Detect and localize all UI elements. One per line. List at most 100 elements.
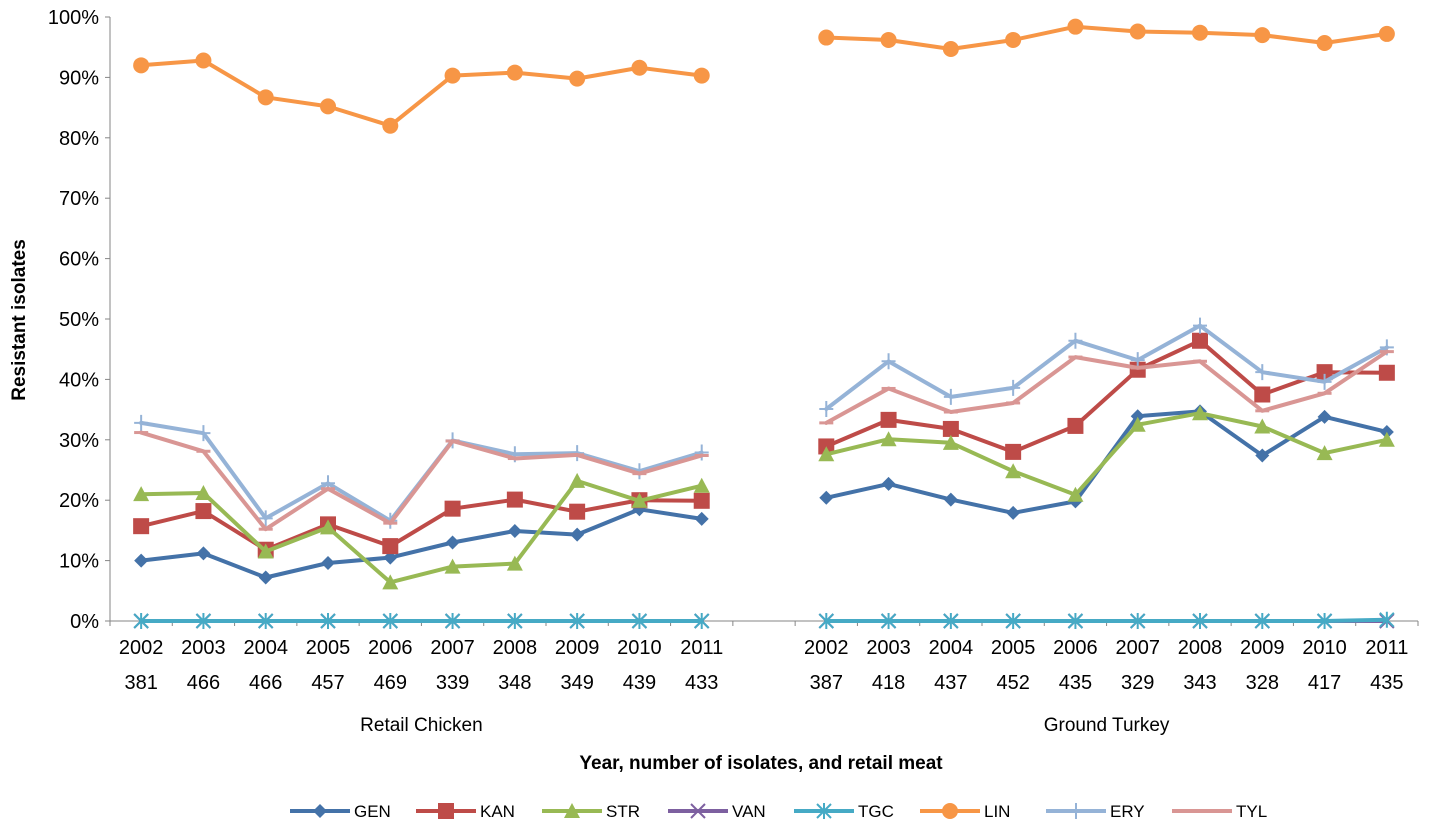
data-point-str (382, 574, 399, 590)
data-point-lin (1254, 27, 1271, 44)
data-point-gen (445, 535, 460, 550)
data-point-tgc (195, 613, 212, 629)
y-tick-label: 40% (59, 369, 99, 391)
series-tyl (134, 349, 1394, 532)
y-tick-label: 10% (59, 551, 99, 573)
x-tick-label-year: 2002 (804, 637, 849, 659)
data-point-str (320, 519, 336, 535)
series-lin (133, 18, 1395, 134)
data-point-kan (1005, 443, 1022, 460)
data-point-str (693, 477, 710, 493)
group-label: Ground Turkey (1044, 715, 1170, 736)
data-point-gen (1130, 409, 1145, 424)
data-point-ery (694, 444, 709, 461)
data-point-tgc (694, 613, 710, 629)
data-point-gen (321, 556, 335, 571)
data-point-gen (1006, 505, 1021, 520)
data-point-gen (819, 490, 834, 505)
legend: GEN KAN STR VAN TGC LIN ERY TYL (290, 802, 1267, 821)
x-tick-label-count: 349 (560, 672, 593, 694)
legend-item-ery: ERY (1046, 802, 1145, 821)
y-tick-label: 50% (59, 309, 99, 331)
data-point-lin (818, 29, 835, 46)
series-line-lin (139, 58, 704, 128)
legend-swatch-marker (438, 803, 454, 819)
x-tick-label-year: 2011 (680, 637, 723, 659)
data-point-str (257, 543, 274, 559)
data-point-tgc (818, 613, 834, 629)
data-point-str (1254, 418, 1271, 434)
x-tick-label-count: 328 (1246, 672, 1279, 694)
data-point-ery (819, 400, 834, 417)
x-tick-label-count: 418 (872, 672, 905, 694)
x-tick-label-count: 466 (249, 672, 282, 694)
data-point-lin (880, 31, 897, 48)
y-tick-label: 90% (59, 67, 99, 89)
series-line-tgc (824, 617, 1389, 623)
data-point-gen (1255, 448, 1270, 463)
x-tick-labels: 2002 381 2003 466 2004 466 2005 457 2006 469 2007 3… (119, 637, 1408, 736)
legend-label: VAN (732, 802, 766, 821)
series-tgc (133, 611, 1395, 629)
x-tick-label-count: 469 (374, 672, 407, 694)
data-point-tgc (1005, 613, 1021, 629)
x-tick-label-count: 433 (685, 672, 718, 694)
data-point-str (1192, 405, 1208, 421)
data-point-ery (1006, 379, 1021, 396)
series-line-str (824, 411, 1389, 497)
data-point-tgc (258, 613, 274, 629)
data-point-kan (1254, 386, 1271, 403)
data-point-tgc (1130, 613, 1146, 629)
x-tick-label-count: 329 (1121, 672, 1154, 694)
data-point-lin (320, 98, 336, 115)
data-point-ery (1130, 352, 1145, 369)
x-tick-label-count: 387 (810, 672, 843, 694)
data-point-ery (1317, 373, 1332, 390)
data-point-lin (133, 57, 150, 74)
x-tick-label-count: 437 (934, 672, 967, 694)
data-point-str (133, 486, 150, 502)
x-tick-label-count: 348 (498, 672, 531, 694)
x-tick-label-year: 2004 (243, 637, 288, 659)
data-point-lin (1067, 18, 1084, 35)
data-point-kan (569, 503, 586, 520)
series-line-str (139, 478, 704, 585)
series-ery (134, 317, 1394, 529)
x-tick-label-year: 2010 (617, 637, 662, 659)
series-line-kan (139, 497, 704, 552)
series-layer (133, 18, 1395, 629)
legend-swatch-marker (942, 803, 958, 819)
data-point-gen (570, 527, 585, 542)
data-point-tgc (444, 613, 461, 629)
data-point-str (1129, 416, 1146, 432)
x-tick-label-count: 435 (1059, 672, 1092, 694)
data-point-str (1005, 463, 1022, 479)
x-tick-label-count: 452 (996, 672, 1029, 694)
y-axis-title: Resistant isolates (9, 239, 30, 401)
data-point-str (569, 472, 586, 488)
data-point-str (631, 492, 648, 508)
data-point-kan (1316, 364, 1333, 381)
data-point-lin (382, 117, 399, 134)
x-axis-title: Year, number of isolates, and retail mea… (579, 753, 943, 774)
data-point-gen (258, 570, 273, 585)
series-line-ery (824, 323, 1389, 411)
data-point-gen (134, 553, 149, 568)
data-point-gen (507, 524, 522, 539)
series-line-kan (824, 338, 1389, 454)
data-point-kan (1378, 364, 1395, 381)
x-tick-label-count: 457 (311, 672, 344, 694)
data-point-ery (1193, 317, 1207, 334)
x-tick-label-year: 2010 (1302, 637, 1347, 659)
legend-label: TYL (1236, 802, 1267, 821)
axes: 0% 10% 20% 30% 40% 50% 60% 70% 80% 90% 100% (48, 7, 1419, 633)
series-line-tyl (139, 430, 704, 532)
data-point-kan (382, 538, 399, 555)
data-point-ery (943, 388, 958, 405)
data-point-gen (1317, 409, 1332, 424)
x-tick-label-year: 2009 (1240, 637, 1285, 659)
legend-swatch-marker (564, 803, 580, 818)
legend-label: KAN (480, 802, 515, 821)
data-point-tgc (1067, 613, 1084, 629)
